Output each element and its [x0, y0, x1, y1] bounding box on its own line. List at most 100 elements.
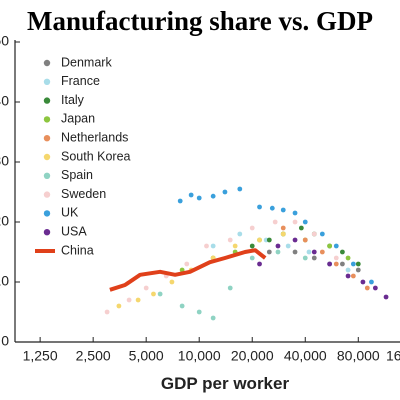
- data-point: [222, 189, 228, 195]
- x-tick-label: 1,250: [23, 348, 58, 364]
- data-point: [306, 249, 312, 255]
- y-tick-label: 20: [0, 213, 9, 229]
- data-point: [364, 285, 370, 291]
- legend-label: China: [61, 243, 94, 257]
- data-point: [249, 243, 255, 249]
- legend-label: UK: [61, 206, 79, 220]
- data-point: [383, 294, 389, 300]
- data-point: [292, 249, 298, 255]
- data-point: [319, 249, 325, 255]
- data-point: [333, 243, 339, 249]
- data-point: [188, 192, 194, 198]
- data-point: [179, 303, 185, 309]
- data-point: [360, 279, 366, 285]
- y-tick-label: 30: [0, 153, 9, 169]
- data-point: [327, 261, 333, 267]
- x-tick-label: 40,000: [284, 348, 327, 364]
- data-point: [333, 261, 339, 267]
- data-point: [237, 231, 243, 237]
- y-tick-label: 10: [0, 273, 9, 289]
- data-point: [257, 204, 262, 210]
- data-point: [285, 243, 291, 249]
- data-point: [204, 243, 209, 249]
- data-point: [196, 195, 202, 201]
- x-tick-label: 2,500: [76, 348, 111, 364]
- data-point: [210, 193, 216, 199]
- data-point: [151, 291, 156, 297]
- data-point: [302, 219, 308, 225]
- data-point: [319, 231, 325, 237]
- chart-title: Manufacturing share vs. GDP: [27, 6, 373, 36]
- data-point: [257, 261, 262, 267]
- data-point: [143, 285, 149, 291]
- data-point: [311, 231, 317, 237]
- data-point: [157, 291, 163, 297]
- data-point: [292, 237, 298, 243]
- data-point: [196, 309, 202, 315]
- data-point: [350, 273, 356, 279]
- data-point: [355, 267, 361, 273]
- data-point: [169, 279, 175, 285]
- legend-marker: [43, 135, 51, 142]
- data-point: [372, 285, 378, 291]
- legend-label: Spain: [61, 168, 93, 182]
- legend-marker: [43, 59, 51, 67]
- data-point: [116, 303, 122, 309]
- legend-label: Japan: [61, 112, 95, 126]
- data-point: [227, 285, 233, 291]
- x-tick-label: 20,000: [231, 348, 274, 364]
- data-point: [275, 249, 281, 255]
- legend-label: Denmark: [61, 55, 112, 69]
- data-point: [369, 279, 374, 285]
- data-point: [280, 225, 286, 231]
- data-point: [345, 267, 351, 273]
- data-point: [302, 237, 308, 243]
- data-point: [269, 205, 275, 211]
- legend-label: USA: [61, 224, 87, 238]
- data-point: [327, 243, 333, 249]
- data-point: [311, 249, 317, 255]
- x-tick-label: 160,000: [386, 348, 400, 364]
- data-point: [340, 249, 345, 255]
- line: [109, 248, 267, 292]
- data-point: [126, 297, 132, 303]
- data-point: [333, 255, 339, 261]
- data-point: [237, 186, 243, 192]
- x-axis-label: GDP per worker: [161, 374, 290, 393]
- data-point: [345, 255, 351, 261]
- data-point: [298, 225, 304, 231]
- data-point: [280, 231, 286, 237]
- data-point: [345, 273, 351, 279]
- data-point: [232, 243, 238, 249]
- data-point: [272, 219, 278, 225]
- data-point: [177, 198, 183, 204]
- data-point: [227, 237, 233, 243]
- data-point: [311, 255, 317, 261]
- data-point: [210, 243, 216, 249]
- legend-marker: [43, 78, 51, 86]
- legend-marker: [43, 116, 51, 123]
- data-point: [340, 261, 345, 267]
- x-tick-label: 80,000: [337, 348, 380, 364]
- data-point: [280, 207, 286, 213]
- data-point: [257, 237, 262, 243]
- data-point: [210, 315, 216, 321]
- x-tick-label: 5,000: [129, 348, 164, 364]
- data-point: [104, 309, 110, 315]
- data-point: [275, 243, 281, 249]
- x-tick-label: 10,000: [178, 348, 221, 364]
- data-point: [350, 261, 356, 267]
- data-point: [266, 249, 272, 255]
- data-point: [266, 237, 272, 243]
- y-tick-label: 0: [1, 333, 9, 349]
- legend-marker: [43, 191, 51, 198]
- legend-marker: [43, 153, 51, 161]
- data-point: [184, 261, 190, 267]
- legend-label: France: [61, 74, 100, 88]
- legend-label: Netherlands: [61, 130, 128, 144]
- legend-marker: [43, 229, 51, 236]
- y-tick-label: 50: [0, 33, 9, 49]
- y-tick-label: 40: [0, 93, 9, 109]
- data-point: [302, 255, 308, 261]
